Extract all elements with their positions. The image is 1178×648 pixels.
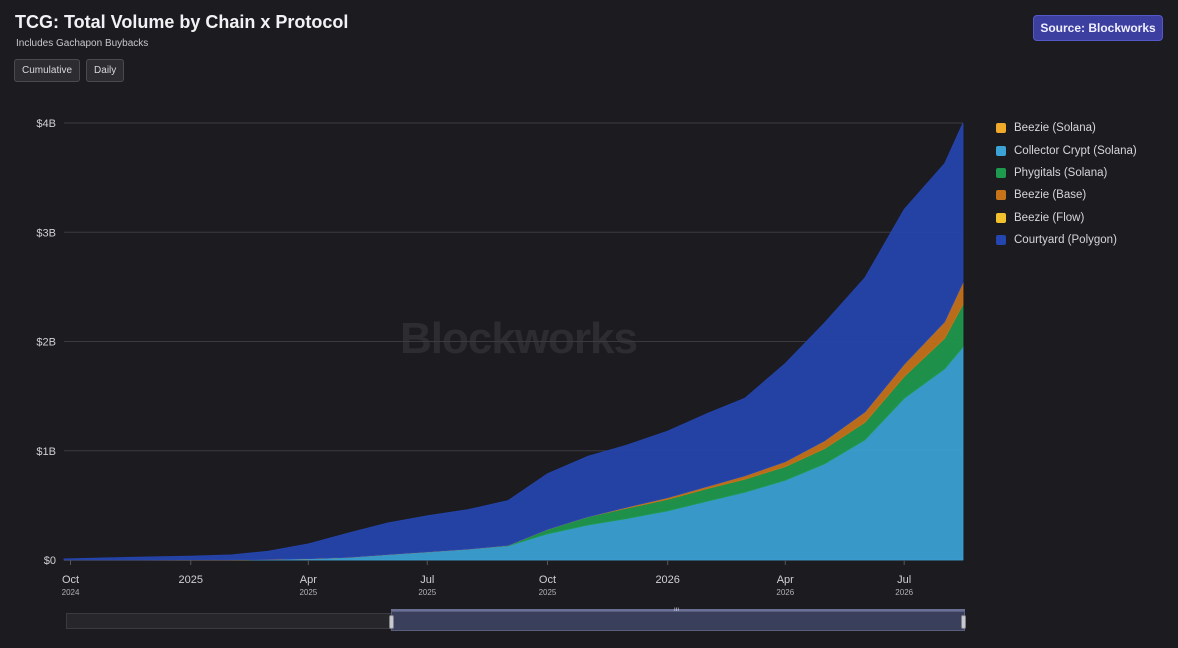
legend-swatch (996, 123, 1006, 134)
legend-item[interactable]: Collector Crypt (Solana) (996, 139, 1137, 161)
x-tick-label: Oct (62, 574, 79, 586)
x-tick-year: 2026 (895, 588, 913, 597)
y-tick-label: $2B (36, 337, 56, 349)
legend-item[interactable]: Beezie (Solana) (996, 117, 1137, 139)
legend-label: Beezie (Base) (1014, 189, 1087, 202)
x-tick-label: Apr (300, 574, 317, 586)
x-tick-label: Jul (420, 574, 434, 586)
x-tick-year: 2025 (418, 588, 436, 597)
source-badge[interactable]: Source: Blockworks (1033, 15, 1163, 41)
legend-swatch (996, 145, 1006, 156)
legend-item[interactable]: Beezie (Base) (996, 184, 1137, 206)
y-tick-label: $4B (36, 118, 56, 130)
area-series (63, 122, 964, 561)
legend-swatch (996, 167, 1006, 178)
navigator-left-handle[interactable] (389, 615, 394, 629)
chart-subtitle: Includes Gachapon Buybacks (16, 38, 149, 49)
legend-swatch (996, 212, 1006, 223)
legend-swatch (996, 235, 1006, 246)
view-toggle-group: Cumulative Daily (14, 59, 125, 82)
range-navigator[interactable]: III (66, 608, 966, 631)
x-tick-year: 2026 (776, 588, 794, 597)
x-tick-label: 2025 (179, 574, 203, 586)
navigator-right-handle[interactable] (961, 615, 966, 629)
x-tick-year: 2025 (539, 588, 557, 597)
y-tick-label: $0 (44, 555, 56, 567)
y-tick-label: $3B (36, 227, 56, 239)
x-tick-label: Jul (897, 574, 911, 586)
area-courtyard-polygon[interactable] (63, 122, 964, 561)
x-tick-year: 2025 (299, 588, 317, 597)
x-tick-label: 2026 (655, 574, 679, 586)
y-tick-label: $1B (36, 446, 56, 458)
chart-title: TCG: Total Volume by Chain x Protocol (15, 12, 349, 32)
x-axis: Oct 2024 2025 Apr 2025 Jul 2025 Oct 2025 2026 Apr 2… (62, 560, 914, 597)
legend-swatch (996, 190, 1006, 201)
legend-label: Beezie (Solana) (1014, 122, 1096, 135)
legend-label: Collector Crypt (Solana) (1014, 144, 1137, 157)
legend-label: Courtyard (Polygon) (1014, 234, 1117, 247)
watermark: Blockworks (400, 314, 638, 363)
navigator-selection[interactable] (391, 611, 965, 631)
x-tick-label: Apr (777, 574, 794, 586)
legend-item[interactable]: Phygitals (Solana) (996, 162, 1137, 184)
daily-toggle[interactable]: Daily (86, 59, 125, 82)
x-tick-year: 2024 (62, 588, 80, 597)
legend: Beezie (Solana) Collector Crypt (Solana) P… (996, 117, 1137, 251)
legend-label: Phygitals (Solana) (1014, 166, 1108, 179)
y-axis: $0 $1B $2B $3B $4B (36, 118, 56, 567)
legend-label: Beezie (Flow) (1014, 211, 1085, 224)
legend-item[interactable]: Beezie (Flow) (996, 207, 1137, 229)
legend-item[interactable]: Courtyard (Polygon) (996, 229, 1137, 251)
x-tick-label: Oct (539, 574, 556, 586)
cumulative-toggle[interactable]: Cumulative (14, 59, 81, 82)
